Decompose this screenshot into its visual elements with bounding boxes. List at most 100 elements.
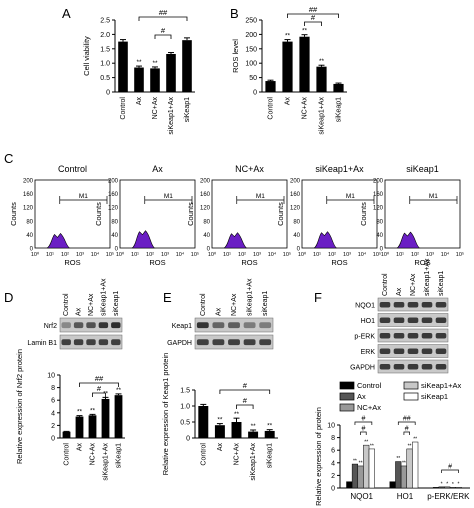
panel-f-y-tick-label: 2	[331, 473, 335, 480]
panel-f-y-tick-label: 8	[331, 435, 335, 442]
panel-c-hist-2-gate-marker	[144, 196, 193, 204]
panel-c-hist-5-y-tick-label: 120	[373, 206, 384, 212]
panel-f-bar	[400, 465, 407, 489]
panel-c-hist-4-histogram-peak	[313, 231, 338, 249]
panel-c-hist-5-x-tick-label: 10¹	[396, 252, 404, 258]
panel-d-bar	[75, 416, 84, 438]
panel-f-blot-band	[393, 333, 405, 339]
panel-c-hist-2-y-tick-label: 120	[108, 206, 119, 212]
panel-f-legend-swatch	[339, 381, 355, 390]
panel-e-y-axis-label: Relative expression of Keap1 protein	[161, 353, 170, 476]
panel-a-significance-label: ##	[159, 8, 168, 17]
panel-c-hist-3-x-tick-label: 10⁴	[268, 251, 277, 258]
panel-c-hist-2-histogram-peak	[131, 230, 156, 249]
panel-letter-b: B	[230, 6, 239, 21]
panel-c-hist-5-histogram-peak	[396, 231, 421, 249]
panel-c-hist-3-frame	[211, 179, 288, 249]
panel-c-hist-1-x-tick-label: 10¹	[46, 252, 54, 258]
panel-d-x-tick-label: siKeap1+Ax	[103, 443, 110, 481]
panel-c-hist-2-x-axis-label: ROS	[149, 258, 165, 267]
panel-f-significance-stars: **	[370, 443, 374, 449]
panel-c-hist-5-x-tick-label: 10⁵	[456, 251, 464, 258]
panel-c-hist-5-x-tick-label: 10⁰	[381, 251, 390, 258]
panel-e-lane-label: siKeap1	[262, 291, 269, 316]
panel-a-y-tick-label: 1.5	[100, 46, 110, 53]
panel-e-significance-stars: **	[234, 411, 240, 418]
panel-c-hist-3-y-tick-label: 160	[200, 192, 211, 198]
panel-b-y-tick-label: 50	[249, 75, 257, 82]
panel-f-significance-stars: *	[452, 482, 454, 488]
panel-f-y-axis-label: Relative expression of protein	[314, 407, 323, 506]
panel-f-bar	[432, 487, 440, 489]
panel-c-hist-1-histogram-peak	[46, 232, 71, 249]
panel-f-significance-stars: *	[458, 482, 460, 488]
panel-a-y-axis-label: Cell viability	[82, 36, 91, 76]
panel-d-blot-band	[73, 339, 84, 346]
panel-c-hist-4-title: siKeap1+Ax	[315, 164, 364, 174]
panel-c-hist-1-gate-marker	[59, 196, 108, 204]
panel-f-blot-band	[379, 364, 391, 370]
panel-a-bar	[166, 53, 176, 92]
panel-b-bar	[316, 66, 327, 92]
panel-d-lane-label: NC+Ax	[88, 293, 95, 316]
panel-c-hist-5-x-tick-label: 10⁴	[441, 251, 450, 258]
panel-c-hist-3-gate-marker	[236, 196, 285, 204]
panel-f-significance-stars: **	[408, 443, 412, 449]
panel-c-hist-1-y-tick-label: 200	[23, 179, 34, 185]
panel-e-x-tick-label: NC+Ax	[234, 443, 241, 466]
panel-f-significance-stars: *	[446, 481, 448, 487]
panel-d-blot-band	[98, 322, 109, 329]
panel-c-hist-4-y-tick-label: 200	[290, 179, 301, 185]
panel-c-hist-1-x-axis-label: ROS	[64, 258, 80, 267]
panel-f-lane-label: Control	[382, 273, 389, 296]
panel-f-x-tick-label: HO1	[397, 492, 414, 501]
panel-b-y-tick-label: 0	[253, 90, 257, 97]
panel-f-legend-swatch	[403, 392, 419, 401]
panel-f-blot-band	[379, 302, 391, 308]
panel-c-hist-1-y-tick-label: 120	[23, 206, 34, 212]
panel-e-blot-band	[196, 339, 209, 346]
panel-b-significance-stars: **	[285, 33, 291, 40]
panel-c-hist-5-gate-label: M1	[429, 193, 438, 200]
panel-a-x-tick-label: siKeap1+Ax	[168, 97, 175, 135]
panel-c-hist-1-x-tick-label: 10⁴	[91, 251, 100, 258]
panel-c-hist-4-gate-marker	[326, 196, 375, 204]
panel-c-hist-5-frame	[384, 179, 461, 249]
panel-e-blot-row-label: Keap1	[172, 323, 192, 330]
panel-a-bar	[134, 67, 144, 92]
panel-c-hist-2-x-tick-label: 10³	[161, 252, 169, 258]
panel-c-hist-5-x-tick-label: 10³	[426, 252, 434, 258]
panel-e-blot-band	[228, 339, 240, 346]
panel-d-significance-stars: **	[77, 409, 83, 416]
panel-e-lane-label: NC+Ax	[231, 293, 238, 316]
panel-b-x-tick-label: siKeap1+Ax	[319, 97, 326, 135]
panel-b-y-tick-label: 150	[245, 46, 257, 53]
panel-c-hist-2-x-tick-label: 10⁰	[116, 251, 125, 258]
panel-d-blot-band	[86, 339, 96, 346]
panel-e-x-tick-label: siKeap1	[267, 443, 274, 468]
panel-e-blot-row-label: GAPDH	[167, 340, 192, 347]
panel-a-bar-chart: 0 0.5 1.0 1.5 2.0 2.5 Cell viability Control ** A…	[82, 8, 195, 135]
panel-f-significance-label: ##	[403, 416, 411, 423]
panel-d-bar	[114, 395, 123, 438]
panel-c-hist-1-title: Control	[58, 164, 87, 174]
panel-c-hist-3-x-tick-label: 10⁵	[283, 251, 291, 258]
panel-e-bar	[248, 431, 259, 438]
panel-e-significance-label: #	[243, 396, 248, 405]
panel-f-lane-label: siKeap1+Ax	[424, 258, 431, 296]
panel-c-hist-5-y-tick-label: 0	[380, 247, 384, 253]
panel-a-significance-bracket	[138, 16, 188, 21]
panel-d-x-tick-label: Control	[64, 443, 71, 466]
panel-a-significance-stars: **	[152, 60, 158, 67]
panel-d-y-tick-label: 6	[51, 398, 55, 405]
panel-f-blot-band	[421, 364, 433, 370]
panel-c-hist-3-histogram-peak	[223, 232, 248, 249]
panel-f-x-tick-label: NQO1	[350, 492, 373, 501]
panel-b-bar	[299, 36, 310, 92]
panel-d-lane-label: siKeap1+Ax	[100, 278, 107, 316]
panel-f-blot-band	[407, 333, 419, 339]
panel-b-y-axis-label: ROS level	[231, 39, 240, 73]
panel-a-significance-label: #	[161, 26, 166, 35]
panel-c-hist-2-gate-label: M1	[164, 193, 173, 200]
panel-c-hist-3-y-tick-label: 40	[203, 233, 210, 239]
